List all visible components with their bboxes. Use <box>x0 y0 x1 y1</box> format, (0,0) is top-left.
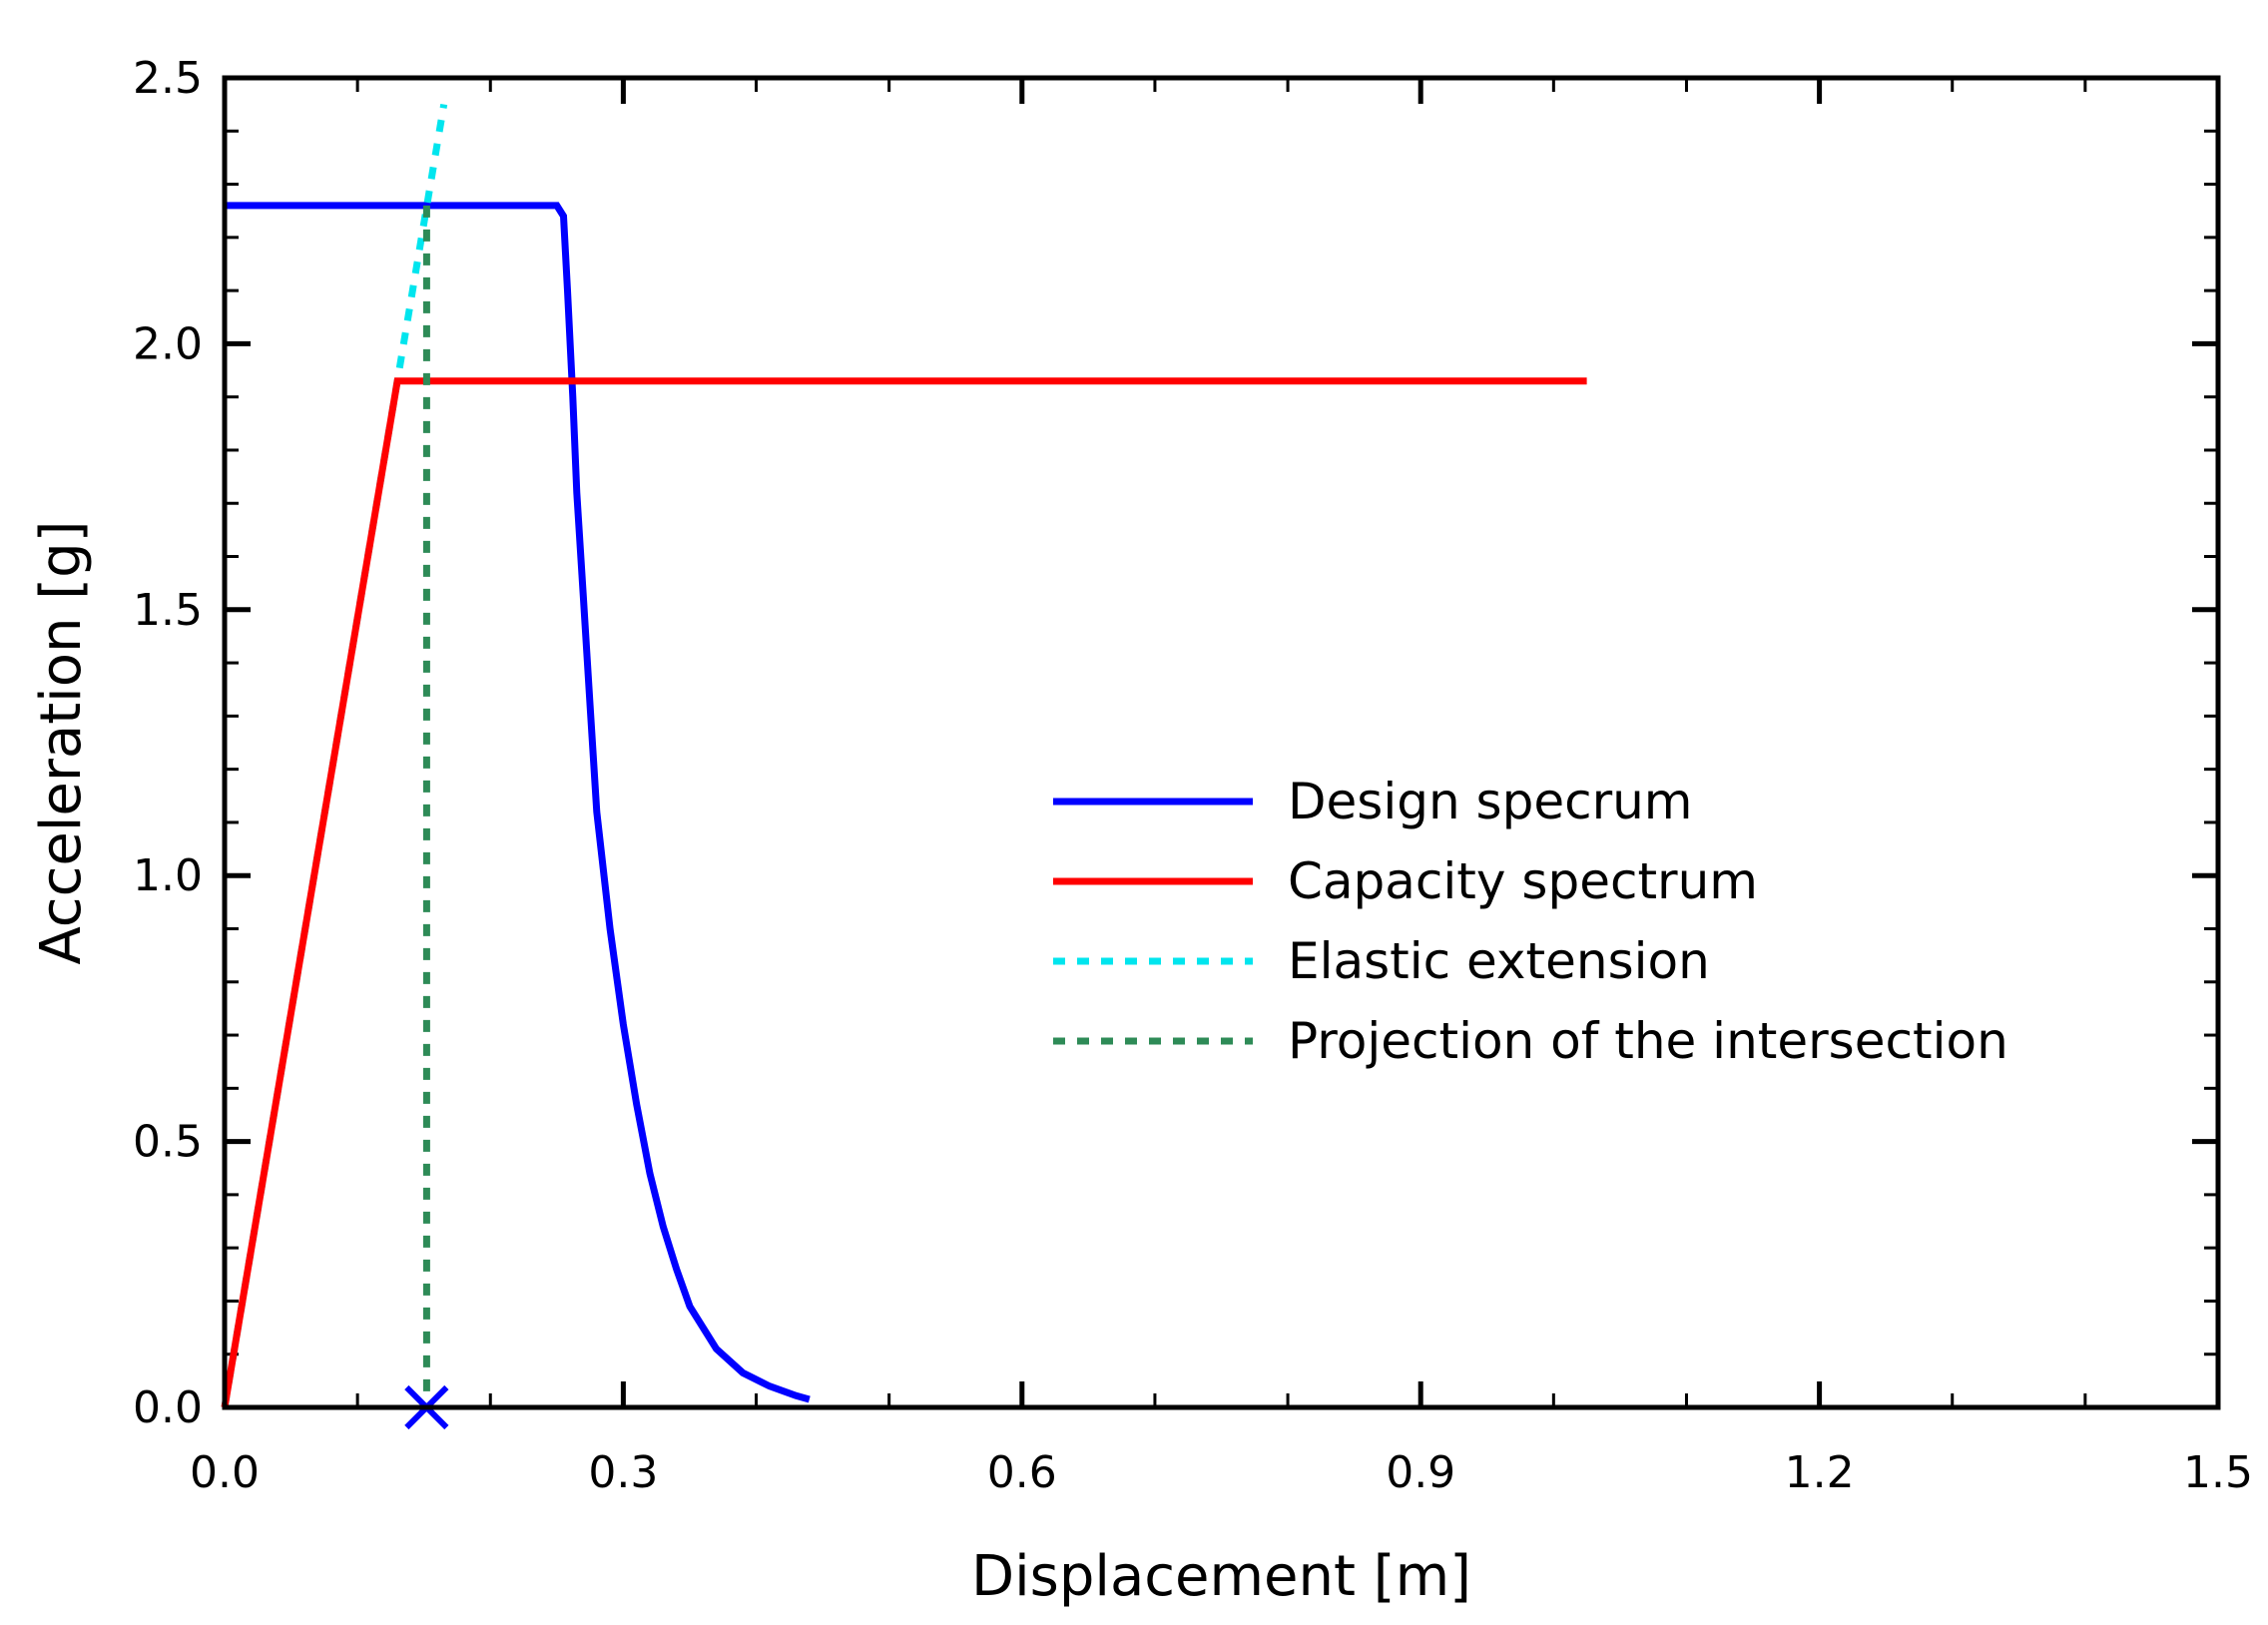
x-tick-label: 0.3 <box>588 1447 658 1498</box>
y-axis-title: Acceleration [g] <box>29 520 94 964</box>
legend-label: Elastic extension <box>1288 932 1710 990</box>
legend: Design specrum Capacity spectrum Elastic e… <box>1053 773 2008 1070</box>
x-tick-label: 0.0 <box>190 1447 260 1498</box>
legend-label: Projection of the intersection <box>1288 1012 2008 1070</box>
x-tick-label: 0.6 <box>987 1447 1057 1498</box>
legend-item: Projection of the intersection <box>1053 1012 2008 1070</box>
series-line-design-specrum <box>225 202 811 1403</box>
legend-item: Capacity spectrum <box>1053 852 1758 910</box>
series-line-capacity-spectrum <box>221 377 1587 1408</box>
legend-item: Design specrum <box>1053 773 1693 830</box>
y-tick-label: 1.5 <box>133 585 203 636</box>
x-tick-label: 1.2 <box>1785 1447 1855 1498</box>
x-tick-labels: 0.0 0.3 0.6 0.9 1.2 1.5 <box>190 1447 2253 1498</box>
x-tick-label: 0.9 <box>1386 1447 1455 1498</box>
y-tick-label: 2.0 <box>133 318 203 369</box>
minor-ticks <box>223 76 2220 1409</box>
legend-label: Design specrum <box>1288 773 1693 830</box>
series-layer <box>221 104 1587 1408</box>
x-tick-label: 1.5 <box>2183 1447 2253 1498</box>
legend-item: Elastic extension <box>1053 932 1710 990</box>
y-tick-label: 1.0 <box>133 850 203 901</box>
legend-label: Capacity spectrum <box>1288 852 1758 910</box>
y-tick-label: 0.5 <box>133 1117 203 1168</box>
plot-area-frame <box>222 75 2221 1410</box>
y-tick-label: 2.5 <box>133 53 203 104</box>
y-tick-label: 0.0 <box>133 1382 203 1433</box>
x-axis-title: Displacement [m] <box>971 1544 1471 1609</box>
major-ticks <box>222 75 2221 1410</box>
y-tick-labels: 0.0 0.5 1.0 1.5 2.0 2.5 <box>133 53 203 1433</box>
